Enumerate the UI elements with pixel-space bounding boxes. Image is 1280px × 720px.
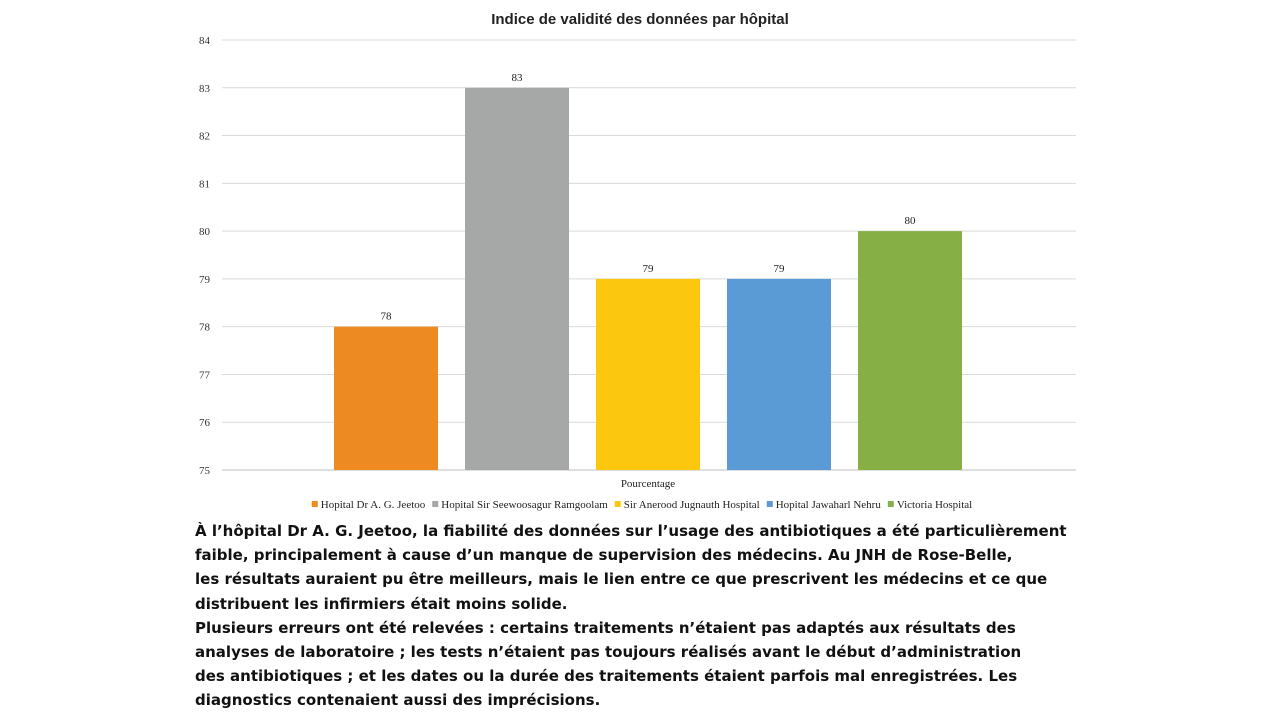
data-label: 83	[512, 72, 524, 84]
data-label: 78	[381, 311, 393, 323]
data-label: 79	[774, 263, 786, 275]
y-tick-label: 77	[199, 369, 211, 381]
caption-paragraph-2: Plusieurs erreurs ont été relevées : cer…	[195, 618, 1022, 710]
bar	[334, 326, 438, 470]
legend-item: Hopital Dr A. G. Jeetoo	[311, 499, 426, 511]
data-labels: 78 83 79 79 80	[381, 72, 917, 323]
y-tick-label: 76	[199, 417, 211, 429]
legend-swatch	[766, 501, 773, 507]
bar	[596, 278, 700, 470]
y-tick-label: 75	[199, 465, 211, 477]
bar	[858, 231, 962, 470]
legend-label: Hopital Dr A. G. Jeetoo	[321, 499, 426, 511]
legend-swatch	[311, 501, 318, 507]
x-axis-label: Pourcentage	[621, 478, 675, 490]
legend-item: Victoria Hospital	[887, 499, 972, 511]
y-tick-label: 84	[199, 35, 211, 47]
y-tick-label: 78	[199, 322, 211, 334]
data-label: 80	[905, 215, 917, 227]
caption-paragraph-1: À l’hôpital Dr A. G. Jeetoo, la fiabilit…	[195, 522, 1067, 613]
legend-item: Hopital Jawaharl Nehru	[766, 499, 882, 511]
legend-label: Hopital Sir Seewoosagur Ramgoolam	[441, 499, 608, 511]
y-tick-label: 79	[199, 274, 211, 286]
legend-swatch	[887, 501, 894, 507]
legend-item: Sir Anerood Jugnauth Hospital	[614, 499, 760, 511]
legend-swatch	[614, 501, 621, 507]
y-tick-label: 82	[199, 131, 210, 143]
y-axis-ticks: 75 76 77 78 79 80 81 82 83 84	[199, 35, 211, 477]
chart-title: Indice de validité des données par hôpit…	[491, 11, 789, 28]
legend-label: Sir Anerood Jugnauth Hospital	[624, 499, 760, 511]
data-label: 79	[643, 263, 655, 275]
legend-swatch	[432, 501, 439, 507]
legend: Hopital Dr A. G. Jeetoo Hopital Sir Seewo…	[311, 499, 972, 511]
y-tick-label: 80	[199, 226, 211, 238]
caption-text: À l’hôpital Dr A. G. Jeetoo, la fiabilit…	[195, 519, 1195, 713]
legend-item: Hopital Sir Seewoosagur Ramgoolam	[432, 499, 608, 511]
bar	[465, 87, 569, 471]
bar-chart: Indice de validité des données par hôpit…	[199, 11, 1076, 511]
legend-label: Victoria Hospital	[897, 499, 972, 511]
bar	[727, 278, 831, 470]
y-tick-label: 81	[199, 178, 210, 190]
bars	[334, 87, 962, 471]
legend-label: Hopital Jawaharl Nehru	[776, 499, 882, 511]
y-tick-label: 83	[199, 83, 211, 95]
